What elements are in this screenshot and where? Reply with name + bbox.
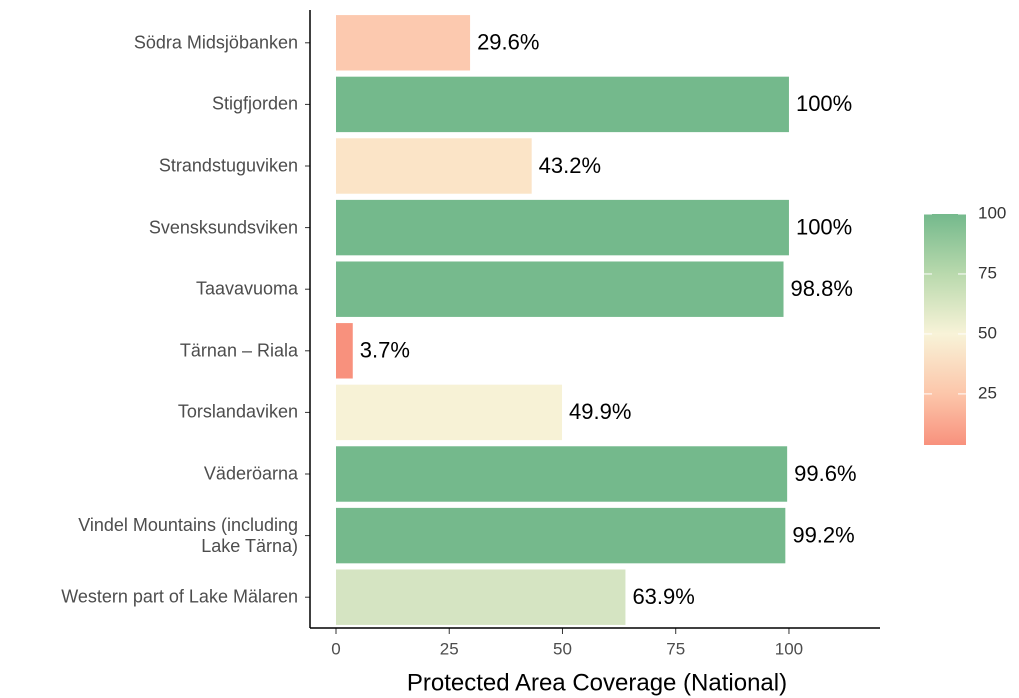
colorbar-tick-label: 50 — [978, 323, 997, 342]
y-tick-label: Western part of Lake Mälaren — [61, 586, 298, 607]
y-tick-label: Tärnan – Riala — [179, 340, 298, 361]
value-label: 3.7% — [360, 338, 410, 363]
y-tick-label: Stigfjorden — [211, 93, 298, 114]
bar — [335, 261, 784, 317]
bar — [335, 323, 353, 379]
x-tick-label: 25 — [440, 639, 459, 658]
value-label: 29.6% — [477, 30, 539, 55]
value-label: 49.9% — [569, 399, 631, 424]
x-tick-label: 0 — [331, 639, 340, 658]
y-tick-label: Svensksundsviken — [148, 217, 298, 238]
value-label: 100% — [796, 91, 852, 116]
y-tick-label: Vindel Mountains (including Lake Tärna) — [78, 514, 298, 556]
bar — [335, 384, 563, 441]
colorbar-tick-label: 25 — [978, 383, 997, 402]
value-label: 99.6% — [794, 461, 856, 486]
value-label: 43.2% — [539, 153, 601, 178]
bar — [335, 446, 788, 502]
y-tick-label: Torslandaviken — [177, 401, 298, 422]
y-tick-label: Taavavuoma — [195, 278, 298, 299]
colorbar — [924, 214, 966, 445]
y-tick-label: Strandstuguviken — [158, 155, 298, 176]
bar — [335, 15, 471, 71]
y-tick-label: Södra Midsjöbanken — [133, 32, 298, 53]
bar — [335, 199, 789, 256]
colorbar-tick-label: 100 — [978, 203, 1006, 222]
value-label: 98.8% — [791, 276, 853, 301]
y-tick-label: Väderöarna — [203, 463, 298, 484]
x-tick-label: 100 — [775, 639, 803, 658]
value-label: 99.2% — [792, 522, 854, 547]
bar — [335, 76, 789, 133]
colorbar-tick-label: 75 — [978, 263, 997, 282]
value-label: 63.9% — [632, 584, 694, 609]
bar — [335, 507, 786, 564]
bar — [335, 138, 532, 194]
x-tick-label: 50 — [553, 639, 572, 658]
bar — [335, 569, 626, 625]
value-label: 100% — [796, 214, 852, 239]
x-axis-title: Protected Area Coverage (National) — [407, 669, 787, 696]
x-tick-label: 75 — [666, 639, 685, 658]
